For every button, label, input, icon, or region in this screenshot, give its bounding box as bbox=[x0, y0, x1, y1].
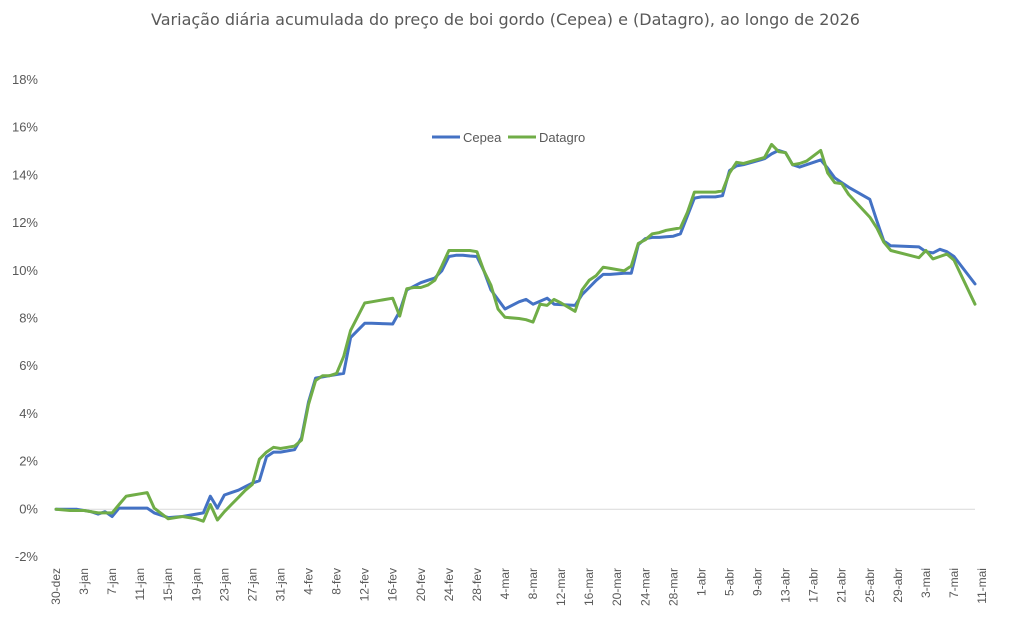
legend: Cepea Datagro bbox=[432, 130, 585, 145]
x-tick-label: 27-jan bbox=[245, 568, 259, 601]
x-tick-label: 7-mai bbox=[947, 568, 961, 598]
x-tick-label: 11-jan bbox=[133, 568, 147, 600]
x-tick-label: 29-abr bbox=[891, 568, 905, 603]
x-tick-label: 24-fev bbox=[442, 568, 456, 601]
legend-label-datagro: Datagro bbox=[539, 130, 585, 145]
y-tick-label: 12% bbox=[12, 215, 38, 230]
y-tick-label: 4% bbox=[19, 406, 38, 421]
x-tick-label: 31-jan bbox=[273, 568, 287, 601]
y-tick-label: 18% bbox=[12, 72, 38, 87]
x-axis-ticks: 30-dez 3-jan 7-jan 11-jan 15-jan 19-jan 23-jan… bbox=[49, 568, 989, 606]
x-tick-label: 13-abr bbox=[779, 568, 793, 603]
x-tick-label: 15-jan bbox=[161, 568, 175, 601]
x-tick-label: 12-fev bbox=[358, 568, 372, 601]
x-tick-label: 3-jan bbox=[77, 568, 91, 595]
y-axis-ticks: -2% 0% 2% 4% 6% 8% 10% 12% 14% 16% 18% bbox=[12, 72, 38, 564]
x-tick-label: 21-abr bbox=[835, 568, 849, 603]
x-tick-label: 25-abr bbox=[863, 568, 877, 603]
series-layer bbox=[54, 142, 977, 523]
x-tick-label: 12-mar bbox=[554, 568, 568, 606]
y-tick-label: 16% bbox=[12, 120, 38, 135]
x-tick-label: 24-mar bbox=[638, 568, 652, 606]
x-tick-label: 4-mar bbox=[498, 568, 512, 599]
y-tick-label: 14% bbox=[12, 167, 38, 182]
x-tick-label: 1-abr bbox=[694, 568, 708, 596]
x-tick-label: 28-mar bbox=[666, 568, 680, 606]
x-tick-label: 16-mar bbox=[582, 568, 596, 606]
x-tick-label: 30-dez bbox=[49, 568, 63, 605]
x-tick-label: 3-mai bbox=[919, 568, 933, 598]
y-tick-label: 10% bbox=[12, 263, 38, 278]
y-tick-label: 8% bbox=[19, 311, 38, 326]
legend-label-cepea: Cepea bbox=[463, 130, 502, 145]
series-line-datagro bbox=[54, 142, 977, 523]
x-tick-label: 28-fev bbox=[470, 568, 484, 601]
y-tick-label: 2% bbox=[19, 454, 38, 469]
x-tick-label: 20-fev bbox=[414, 568, 428, 601]
x-tick-label: 4-fev bbox=[302, 568, 316, 595]
y-tick-label: 0% bbox=[19, 501, 38, 516]
x-tick-label: 16-fev bbox=[386, 568, 400, 601]
x-tick-label: 8-fev bbox=[330, 568, 344, 595]
x-tick-label: 17-abr bbox=[807, 568, 821, 603]
x-tick-label: 11-mai bbox=[975, 568, 989, 604]
x-tick-label: 19-jan bbox=[189, 568, 203, 601]
y-tick-label: -2% bbox=[15, 549, 39, 564]
x-tick-label: 20-mar bbox=[610, 568, 624, 606]
chart-title: Variação diária acumulada do preço de bo… bbox=[151, 10, 860, 29]
series-line-cepea bbox=[54, 148, 977, 520]
y-tick-label: 6% bbox=[19, 358, 38, 373]
x-tick-label: 5-abr bbox=[722, 568, 736, 596]
x-tick-label: 9-abr bbox=[751, 568, 765, 596]
x-tick-label: 7-jan bbox=[105, 568, 119, 595]
x-tick-label: 23-jan bbox=[217, 568, 231, 601]
x-tick-label: 8-mar bbox=[526, 568, 540, 599]
